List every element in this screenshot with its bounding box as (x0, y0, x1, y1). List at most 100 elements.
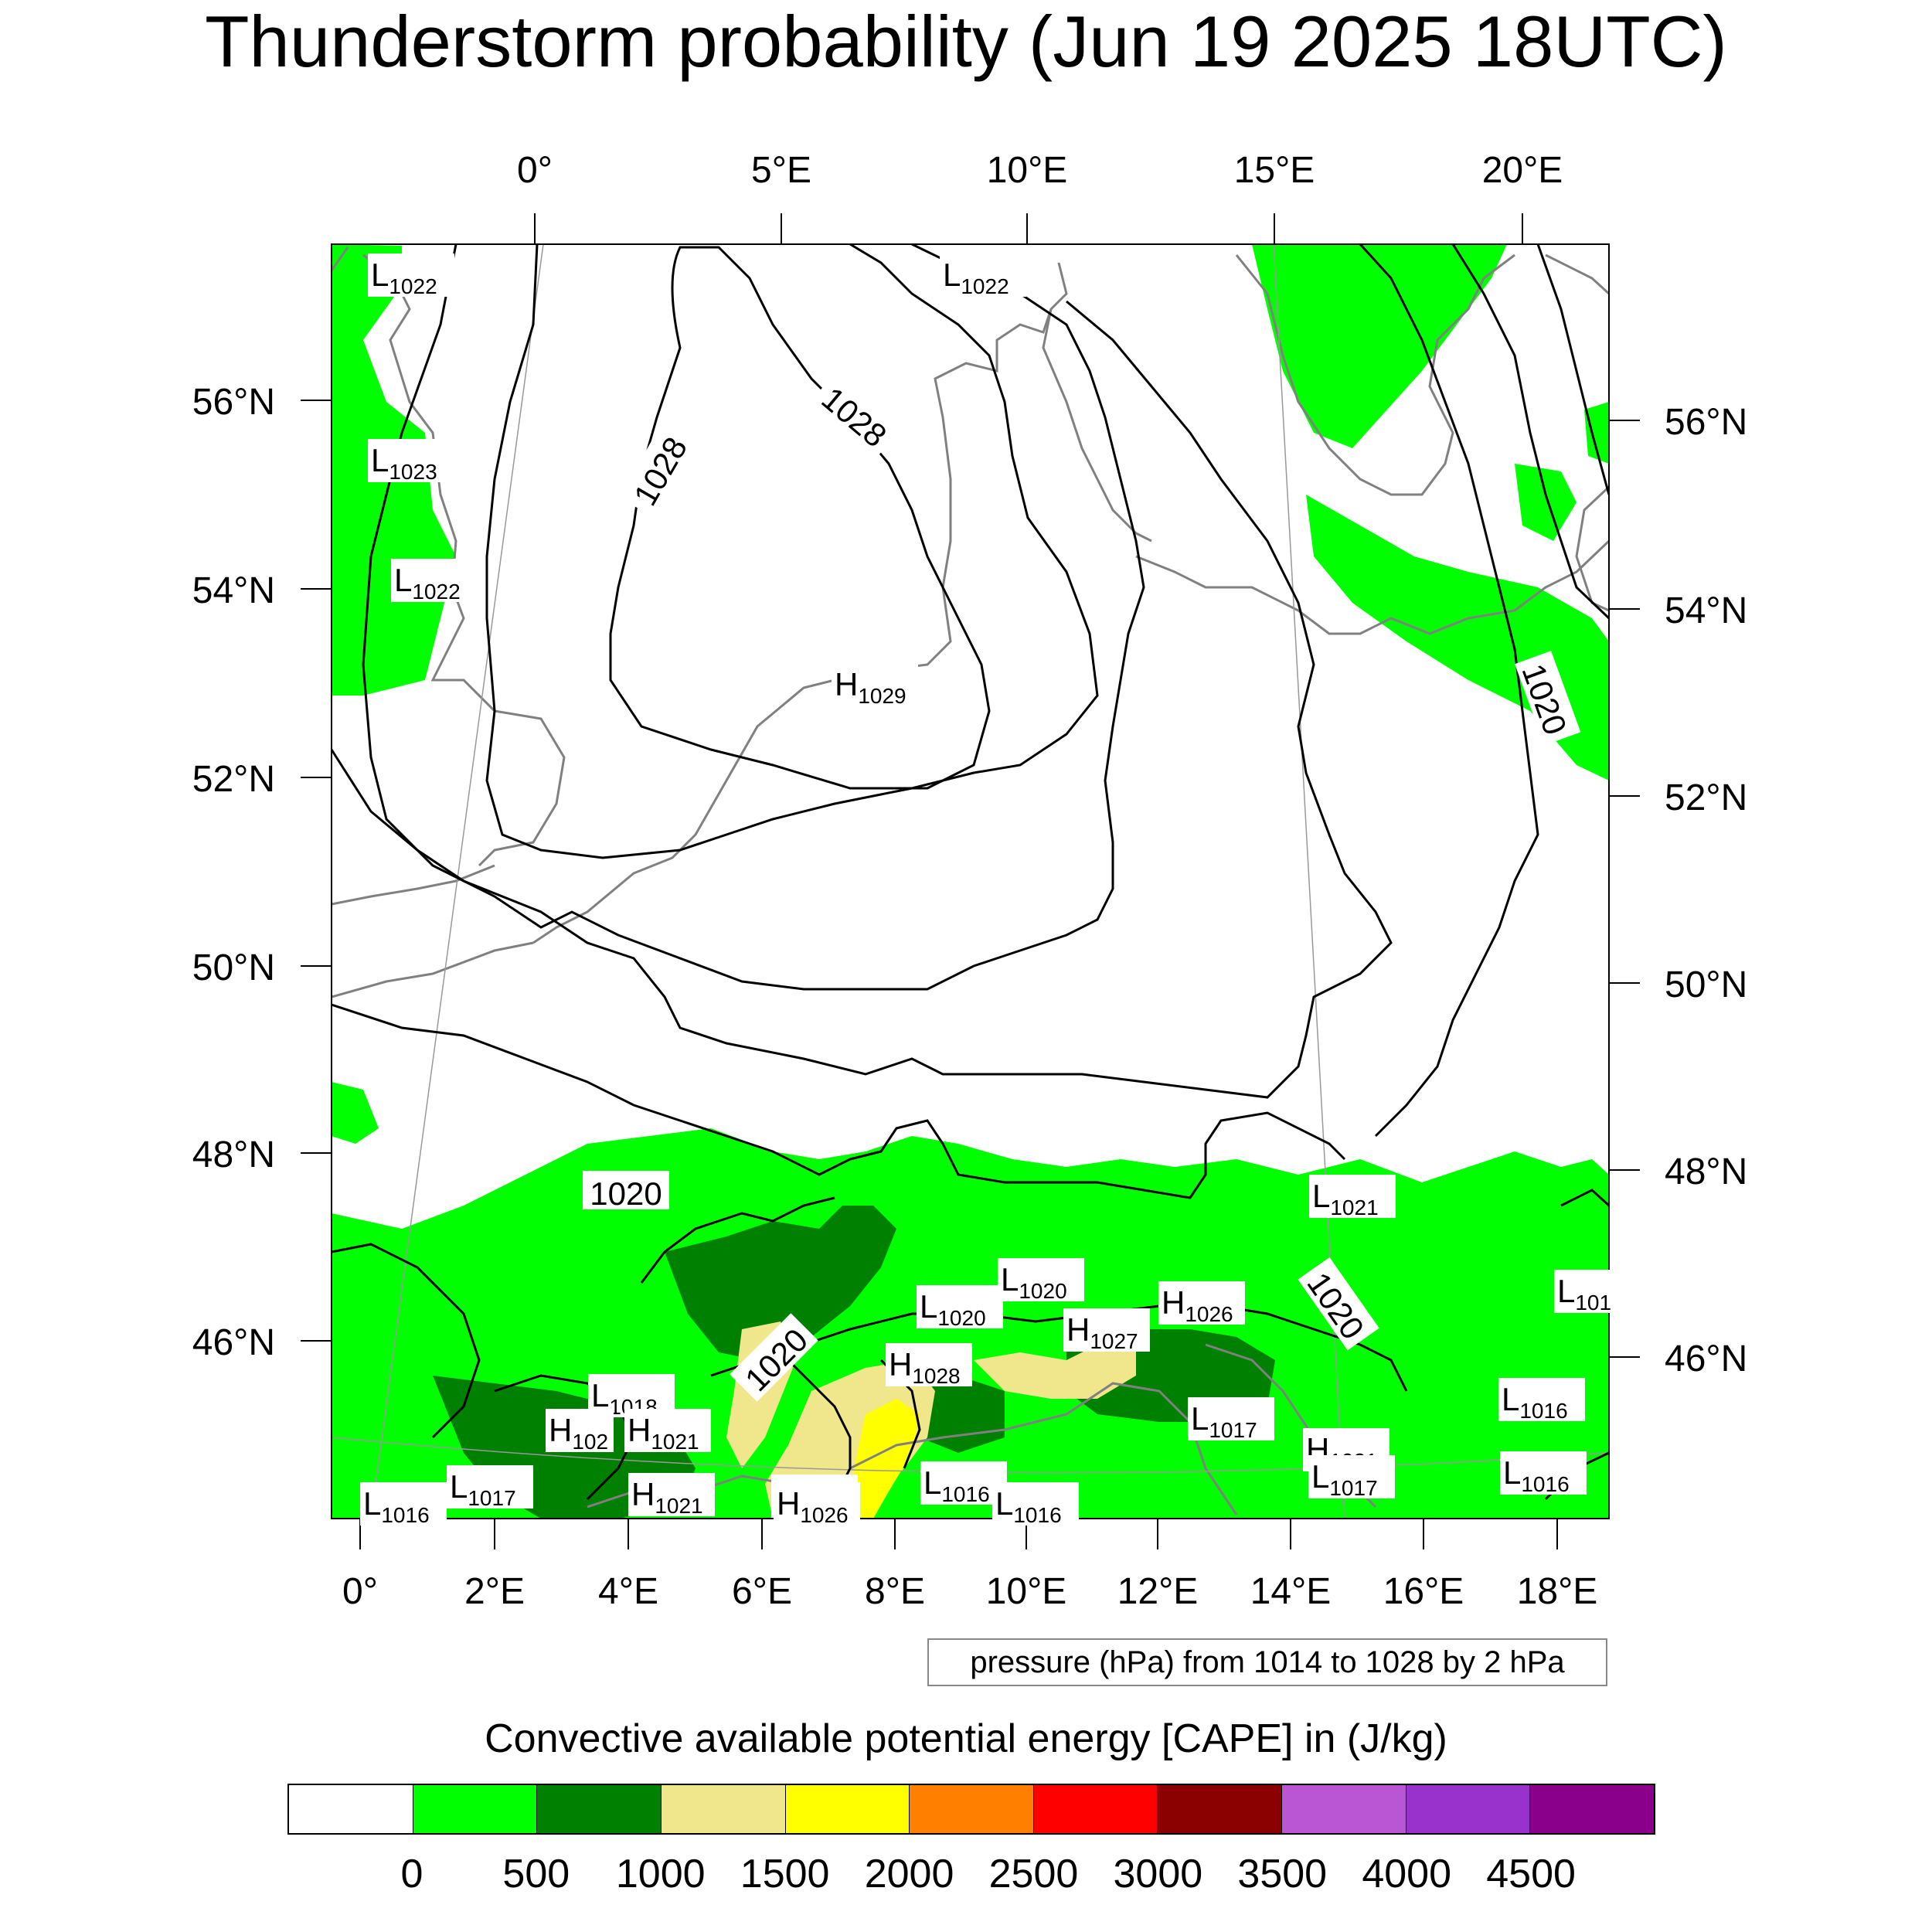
isobar-1026 (485, 244, 1099, 859)
pressure-center-value: 1016 (1013, 1503, 1061, 1527)
coast-baltic (1135, 539, 1609, 635)
lon-label-bottom: 2°E (464, 1571, 525, 1612)
pressure-center-type: L (394, 562, 412, 598)
isobar-1018 (332, 1243, 481, 1439)
pressure-center-value: 1027 (1090, 1329, 1138, 1353)
lat-label-right: 46°N (1665, 1338, 1747, 1379)
colorbar-label: 2500 (988, 1852, 1079, 1896)
lat-label-left: 50°N (192, 947, 275, 988)
pressure-center-label: L1020 (920, 1288, 986, 1330)
colorbar-swatch (1406, 1785, 1531, 1833)
coast-uk-south (332, 864, 495, 906)
pressure-center-value: 1026 (1185, 1302, 1233, 1326)
lon-label-bottom: 16°E (1383, 1571, 1464, 1612)
pressure-center-type: L (920, 1288, 937, 1325)
pressure-center-value: 1021 (655, 1494, 702, 1518)
lon-labels-top: 0° 5°E 10°E 15°E 20°E (517, 150, 1563, 191)
colorbar-swatch (785, 1785, 910, 1833)
lon-label-top: 0° (517, 150, 553, 191)
isobar-1018-b (640, 1196, 835, 1284)
cape-area-yellow-1 (854, 1399, 920, 1519)
coast-continent (532, 262, 1068, 944)
pressure-center-value: 1029 (858, 684, 906, 708)
isobar-east-small (1560, 1189, 1609, 1207)
pressure-center-type: L (363, 1485, 381, 1522)
map-frame (331, 243, 1610, 1519)
lon-labels-bottom: 0° 2°E 4°E 6°E 8°E 10°E 12°E 14°E 16°E 1… (342, 1571, 1597, 1612)
pressure-center-value: 1022 (961, 274, 1009, 298)
lat-label-left: 46°N (192, 1322, 275, 1363)
pressure-center-label: H1027 (1066, 1311, 1138, 1353)
pressure-center-type: H (628, 1412, 651, 1448)
pressure-center-label: L101 (1557, 1273, 1611, 1315)
pressure-center-label: L1023 (371, 442, 437, 484)
coast-uk-east (362, 253, 566, 867)
coast-ireland (332, 247, 349, 271)
pressure-center-value: 1022 (389, 274, 437, 298)
cape-area-east-small (1515, 464, 1577, 541)
pressure-center-type: H (777, 1485, 800, 1522)
isobar-1028 (609, 246, 991, 790)
pressure-center-label: L1016 (923, 1464, 990, 1506)
isobar-1020-east (1359, 244, 1539, 1138)
isobar-1014-east (1536, 244, 1609, 495)
meridian-0 (370, 244, 544, 1519)
pressure-center-type: L (995, 1485, 1013, 1522)
pressure-centers: L1022 L1022L1023L1022H1029L1021L1020L1020… (360, 253, 1622, 1527)
coast-baltic-states (1575, 485, 1609, 612)
coast-france-north (332, 941, 534, 998)
pressure-center-type: H (889, 1346, 912, 1383)
pressure-center-value: 1020 (937, 1306, 985, 1330)
isobar-south-3 (771, 1343, 852, 1500)
lat-label-right: 56°N (1665, 402, 1747, 443)
pressure-center-label: H1029 (835, 666, 906, 708)
pressure-center-value: 1016 (381, 1503, 429, 1527)
colorbar-swatch (661, 1785, 786, 1833)
pressure-center-value: 1017 (468, 1486, 515, 1510)
colorbar-swatch (1530, 1785, 1655, 1833)
lon-label-bottom: 10°E (986, 1571, 1067, 1612)
lon-label-bottom: 4°E (598, 1571, 658, 1612)
pressure-center-value: 1026 (800, 1503, 848, 1527)
coast-sweden (1235, 253, 1515, 496)
colorbar-label: 500 (502, 1852, 570, 1896)
pressure-center-type: L (1311, 1458, 1329, 1495)
pressure-center-type: L (923, 1464, 941, 1501)
colorbar-swatch (1033, 1785, 1158, 1833)
colorbar-swatch (1282, 1785, 1406, 1833)
colorbar-swatch (289, 1785, 413, 1833)
pressure-center-value: 102 (572, 1430, 608, 1454)
lon-label-top: 20°E (1482, 150, 1563, 191)
colorbar-label: 4000 (1362, 1852, 1452, 1896)
cape-area-khaki-3 (974, 1337, 1136, 1399)
lat-label-left: 54°N (192, 570, 275, 611)
isobar-1022 (332, 300, 1393, 1099)
coast-italy (849, 1382, 1238, 1515)
cape-area-west-blob (332, 1082, 379, 1144)
colorbar-label: 3500 (1237, 1852, 1328, 1896)
lon-label-bottom: 8°E (865, 1571, 925, 1612)
colorbar-swatch (1158, 1785, 1283, 1833)
colorbar-swatch (413, 1785, 538, 1833)
pressure-center-value: 1017 (1329, 1476, 1377, 1500)
colorbar-label: 2000 (864, 1852, 954, 1896)
lon-label-bottom: 12°E (1117, 1571, 1199, 1612)
pressure-center-label: H1021 (631, 1476, 703, 1518)
lat-labels-left: 56°N 54°N 52°N 50°N 48°N 46°N (192, 382, 275, 1363)
pressure-center-label: L1017 (450, 1468, 516, 1510)
pressure-center-type: L (591, 1377, 609, 1413)
lon-label-bottom: 18°E (1517, 1571, 1598, 1612)
lon-label-bottom: 14°E (1250, 1571, 1332, 1612)
coast-denmark (1042, 308, 1152, 543)
colorbar-label: 4500 (1486, 1852, 1576, 1896)
pressure-center-type: H (1066, 1311, 1090, 1348)
pressure-center-type: L (1191, 1400, 1209, 1437)
pressure-center-label: L1022 (943, 257, 1009, 298)
lat-label-right: 48°N (1665, 1151, 1747, 1192)
isobar-1020-west (332, 1003, 1346, 1199)
coast-finland (1545, 253, 1609, 295)
lat-label-right: 52°N (1665, 777, 1747, 818)
pressure-center-label: L1016 (363, 1485, 430, 1527)
pressure-center-value: 1016 (1519, 1399, 1567, 1423)
